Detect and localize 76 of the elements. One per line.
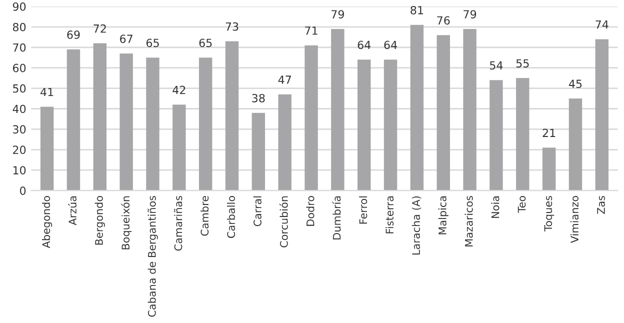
y-tick-label: 0 bbox=[20, 186, 26, 195]
data-label: 21 bbox=[542, 128, 556, 137]
y-tick-label: 30 bbox=[13, 125, 26, 134]
x-tick-label: Dumbría bbox=[332, 196, 341, 240]
data-label: 42 bbox=[172, 86, 186, 94]
bar bbox=[120, 54, 133, 191]
y-tick-label: 10 bbox=[13, 166, 26, 174]
x-tick-label: Toques bbox=[544, 196, 554, 232]
y-tick-label: 60 bbox=[12, 64, 26, 72]
bar bbox=[358, 60, 371, 191]
x-tick-label: Arzúa bbox=[68, 196, 76, 226]
data-label: 69 bbox=[67, 30, 80, 39]
y-tick-label: 80 bbox=[12, 22, 26, 32]
data-label: 72 bbox=[94, 24, 106, 33]
bar bbox=[436, 35, 450, 191]
data-label: 81 bbox=[410, 6, 423, 14]
x-tick-label: Malpica bbox=[438, 196, 448, 234]
bar bbox=[66, 49, 80, 191]
data-label: 65 bbox=[199, 38, 212, 48]
y-tick-label: 70 bbox=[13, 43, 26, 52]
x-tick-label: Vimianzo bbox=[570, 196, 579, 243]
x-tick-label: Boqueixón bbox=[121, 196, 132, 250]
x-tick-label: Carral bbox=[253, 196, 262, 226]
x-tick-label: Carballo bbox=[226, 196, 236, 238]
bar bbox=[40, 106, 54, 191]
data-label: 71 bbox=[305, 26, 318, 35]
x-tick-label: Camariñas bbox=[174, 196, 182, 251]
data-label: 64 bbox=[358, 40, 371, 50]
bar bbox=[384, 60, 398, 191]
x-tick-label: Teo bbox=[518, 196, 526, 213]
x-tick-label: Fisterra bbox=[385, 196, 394, 234]
data-label: 64 bbox=[384, 40, 397, 50]
x-tick-label: Cabana de Bergantiños bbox=[148, 196, 158, 317]
x-tick-label: Laracha (A) bbox=[412, 196, 422, 255]
bar bbox=[278, 94, 292, 191]
x-tick-label: Cambre bbox=[200, 196, 209, 236]
data-label: 41 bbox=[40, 88, 54, 96]
x-tick-label: Dodro bbox=[306, 196, 314, 226]
data-label: 55 bbox=[516, 59, 529, 68]
bar bbox=[252, 112, 266, 191]
y-tick-label: 90 bbox=[12, 2, 26, 11]
bar bbox=[304, 45, 318, 191]
bar bbox=[568, 98, 582, 191]
bar bbox=[331, 28, 344, 191]
y-tick-label: 50 bbox=[13, 84, 26, 93]
data-label: 76 bbox=[437, 16, 450, 25]
bar bbox=[490, 80, 503, 191]
x-tick-label: Noia bbox=[491, 196, 500, 218]
x-tick-label: Corcubión bbox=[279, 196, 288, 248]
data-label: 67 bbox=[120, 34, 132, 44]
bar bbox=[542, 148, 556, 191]
bar bbox=[172, 104, 186, 191]
bar bbox=[595, 39, 609, 191]
bar bbox=[146, 58, 160, 191]
y-tick-label: 40 bbox=[12, 104, 26, 114]
data-label: 79 bbox=[464, 10, 476, 18]
data-label: 79 bbox=[332, 10, 344, 18]
data-label: 74 bbox=[596, 20, 608, 29]
x-tick-label: Mazaricos bbox=[464, 196, 473, 246]
x-tick-label: Ferrol bbox=[359, 196, 368, 224]
x-tick-label: Zas bbox=[597, 196, 605, 214]
bar bbox=[516, 78, 530, 191]
x-tick-label: Abegondo bbox=[42, 196, 52, 248]
bar bbox=[463, 28, 476, 191]
data-label: 54 bbox=[490, 61, 503, 70]
bar bbox=[198, 58, 212, 191]
data-label: 65 bbox=[146, 38, 159, 48]
data-label: 38 bbox=[252, 94, 265, 102]
data-label: 47 bbox=[278, 76, 291, 84]
bar bbox=[410, 24, 424, 191]
x-tick-label: Bergondo bbox=[94, 196, 105, 245]
bar bbox=[225, 41, 239, 191]
bar bbox=[93, 43, 106, 191]
data-label: 73 bbox=[226, 22, 238, 31]
data-label: 45 bbox=[568, 80, 582, 88]
y-tick-label: 20 bbox=[13, 146, 26, 154]
